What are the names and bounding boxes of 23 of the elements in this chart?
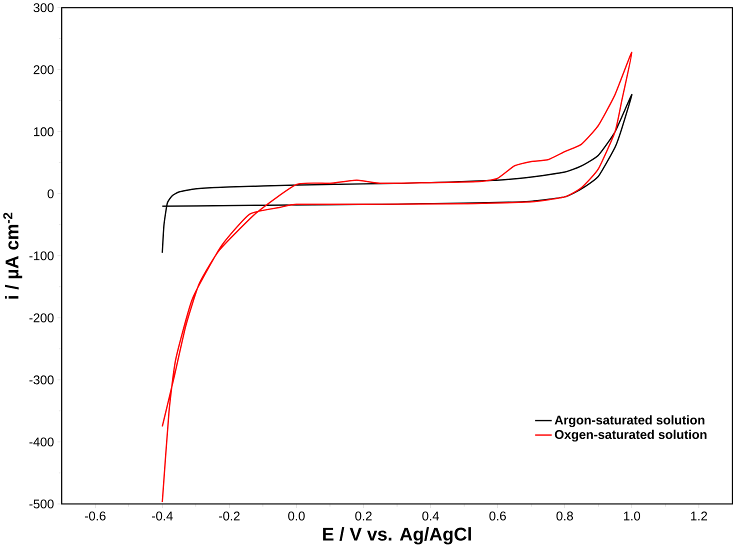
y-tick-label: -500 — [29, 500, 54, 509]
y-axis-title: i / µA cm$^{-2}$ — [3, 212, 22, 299]
x-tick-label: -0.2 — [219, 512, 240, 521]
y-tick-label: 100 — [34, 127, 54, 136]
y-tick-label: 200 — [34, 65, 54, 74]
legend-label: Argon-saturated solution — [554, 415, 704, 428]
x-tick-label: 0.2 — [355, 512, 372, 521]
x-tick-label: -0.6 — [84, 512, 106, 521]
x-tick-label: 1.2 — [691, 512, 708, 521]
x-tick-label: 0.8 — [556, 512, 573, 521]
y-tick-label: -200 — [29, 314, 54, 323]
y-tick-label: -300 — [29, 376, 54, 385]
y-tick-label: 0 — [48, 190, 54, 198]
x-tick-label: 1.0 — [624, 512, 640, 521]
x-axis-title: E / V vs. Ag/AgCl — [323, 527, 471, 545]
legend-label: Oxgen-saturated solution — [554, 430, 706, 442]
y-tick-label: -400 — [29, 438, 54, 447]
x-tick-label: 0.4 — [422, 512, 440, 521]
y-tick-label: -100 — [29, 252, 54, 260]
y-tick-label: 300 — [34, 3, 54, 12]
x-tick-label: -0.4 — [152, 512, 173, 521]
x-tick-label: 0.6 — [489, 512, 506, 521]
x-tick-label: 0.0 — [288, 512, 305, 521]
